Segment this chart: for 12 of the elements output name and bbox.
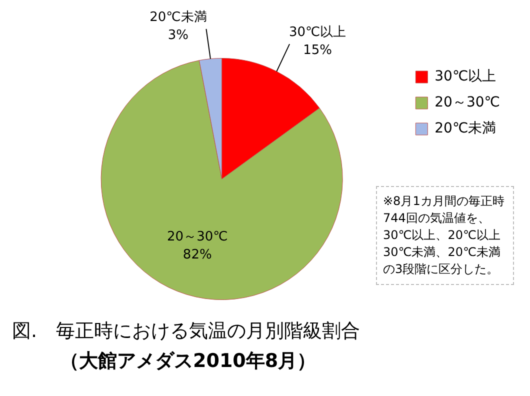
legend-label: 20～30℃ bbox=[434, 94, 500, 111]
data-label: 82% bbox=[182, 248, 212, 263]
data-label: 15% bbox=[303, 43, 332, 58]
text: （大館アメダス2010年8月） bbox=[60, 349, 316, 374]
legend-label: 30℃以上 bbox=[434, 68, 496, 85]
text: 図. 毎正時における気温の月別階級割合 bbox=[12, 319, 360, 344]
data-label: 3% bbox=[168, 28, 189, 43]
slice-label: 20～30℃ bbox=[167, 230, 228, 245]
legend-label: 20℃未満 bbox=[434, 120, 496, 137]
slice-label: 30℃以上 bbox=[288, 25, 346, 40]
text: ※8月1カ月間の毎正時744回の気温値を、30℃以上、20℃以上30℃未満、20℃未満の3段階に区分した。 bbox=[376, 186, 514, 285]
slice-label: 20℃未満 bbox=[150, 10, 207, 25]
